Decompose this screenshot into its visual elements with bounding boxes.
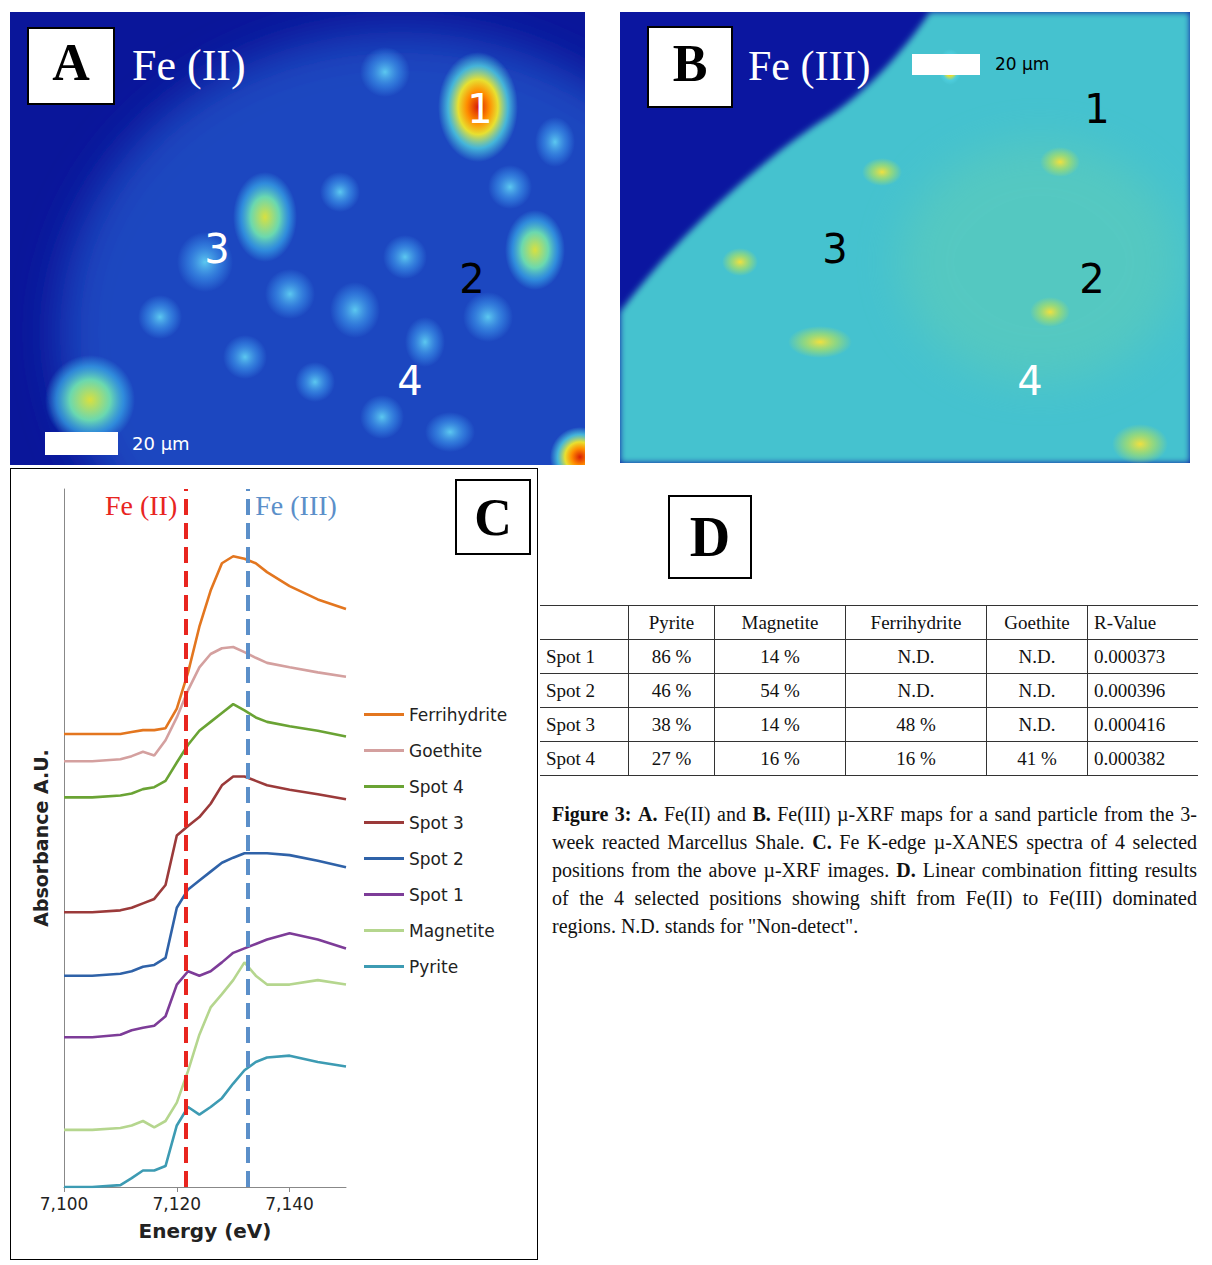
html-text:54 %: 54 % bbox=[760, 679, 800, 701]
html-text:Spot 2: Spot 2 bbox=[546, 679, 596, 701]
html-text:38 %: 38 % bbox=[651, 713, 692, 735]
svg-text:Goethite: Goethite bbox=[409, 741, 482, 761]
html-text:Spot 4: Spot 4 bbox=[546, 747, 596, 769]
svg-text:7,140: 7,140 bbox=[265, 1194, 314, 1214]
html-text:Spot 1: Spot 1 bbox=[546, 645, 596, 667]
html-text:16 %: 16 % bbox=[896, 747, 936, 769]
svg-text:Spot 2: Spot 2 bbox=[409, 849, 464, 869]
html-text:46 %: 46 % bbox=[651, 679, 692, 701]
html-text:48 %: 48 % bbox=[896, 713, 936, 735]
html-text:0.000416: 0.000416 bbox=[1094, 713, 1166, 735]
svg-text:3: 3 bbox=[204, 226, 229, 272]
svg-text:Magnetite: Magnetite bbox=[409, 921, 495, 941]
svg-text:Fe (II): Fe (II) bbox=[105, 490, 177, 521]
html-text:D: D bbox=[689, 506, 731, 568]
svg-text:1: 1 bbox=[1084, 86, 1109, 132]
svg-text:3: 3 bbox=[822, 226, 847, 272]
svg-text:2: 2 bbox=[459, 256, 484, 302]
svg-text:4: 4 bbox=[397, 358, 422, 404]
html-text:N.D.: N.D. bbox=[897, 645, 935, 667]
svg-text:Fe (III): Fe (III) bbox=[255, 490, 337, 521]
html-text:86 %: 86 % bbox=[651, 645, 692, 667]
html-text:N.D.: N.D. bbox=[1018, 645, 1056, 667]
html-text:Magnetite: Magnetite bbox=[741, 611, 819, 633]
html-text:27 %: 27 % bbox=[651, 747, 692, 769]
svg-text:Spot 3: Spot 3 bbox=[409, 813, 464, 833]
svg-text:4: 4 bbox=[1017, 358, 1042, 404]
svg-text:2: 2 bbox=[1079, 256, 1104, 302]
html-text:0.000396: 0.000396 bbox=[1094, 679, 1166, 701]
html-text:14 %: 14 % bbox=[760, 645, 800, 667]
html-text:41 %: 41 % bbox=[1017, 747, 1057, 769]
svg-text:Fe (II): Fe (II) bbox=[132, 41, 246, 90]
html-text:14 %: 14 % bbox=[760, 713, 800, 735]
html-text:C: C bbox=[474, 488, 512, 546]
html-text:Goethite: Goethite bbox=[1004, 611, 1070, 633]
html-text:Spot 3: Spot 3 bbox=[546, 713, 596, 735]
svg-text:20 µm: 20 µm bbox=[995, 54, 1049, 74]
html-text:16 %: 16 % bbox=[760, 747, 800, 769]
svg-text:Pyrite: Pyrite bbox=[409, 957, 458, 977]
svg-text:Energy (eV): Energy (eV) bbox=[139, 1219, 272, 1243]
svg-text:7,100: 7,100 bbox=[40, 1194, 89, 1214]
svg-text:B: B bbox=[673, 35, 708, 92]
html-text:Figure 3: A. Fe(II) and B. Fe(: Figure 3: A. Fe(II) and B. Fe(III) µ-XRF… bbox=[552, 803, 1197, 937]
svg-text:A: A bbox=[52, 34, 90, 91]
svg-text:Absorbance A.U.: Absorbance A.U. bbox=[30, 749, 52, 927]
html-text:N.D.: N.D. bbox=[897, 679, 935, 701]
html-text:0.000373: 0.000373 bbox=[1094, 645, 1166, 667]
html-text:Ferrihydrite: Ferrihydrite bbox=[870, 611, 962, 633]
svg-text:Spot 1: Spot 1 bbox=[409, 885, 464, 905]
svg-text:Ferrihydrite: Ferrihydrite bbox=[409, 705, 507, 725]
svg-text:20 µm: 20 µm bbox=[132, 433, 190, 454]
html-text:R-Value: R-Value bbox=[1094, 611, 1157, 633]
html-text:N.D.: N.D. bbox=[1018, 679, 1056, 701]
html-text:0.000382: 0.000382 bbox=[1094, 747, 1166, 769]
svg-text:1: 1 bbox=[467, 86, 492, 132]
html-text:Pyrite: Pyrite bbox=[648, 611, 695, 633]
svg-text:Spot 4: Spot 4 bbox=[409, 777, 464, 797]
svg-text:Fe (III): Fe (III) bbox=[748, 43, 870, 90]
html-text:N.D.: N.D. bbox=[1018, 713, 1056, 735]
svg-text:7,120: 7,120 bbox=[152, 1194, 201, 1214]
